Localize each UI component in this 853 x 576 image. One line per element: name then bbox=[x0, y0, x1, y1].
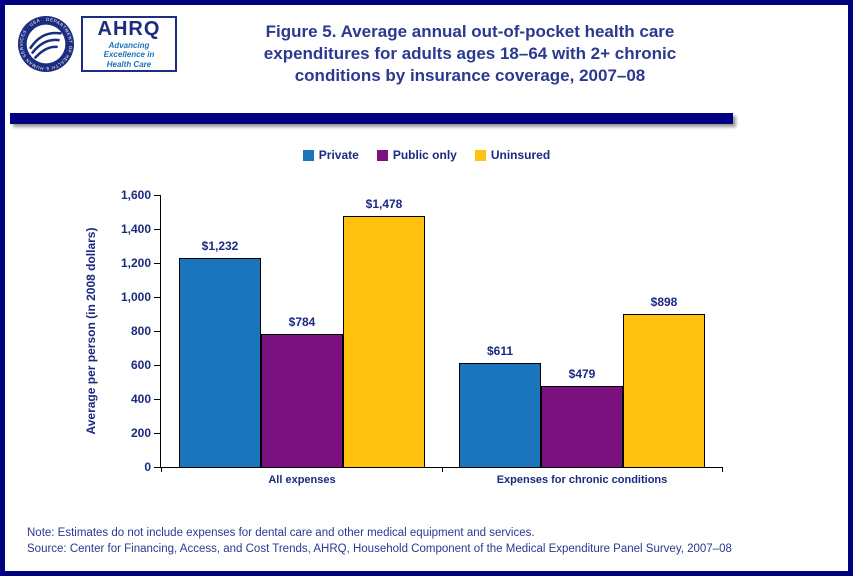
footer-note: Note: Estimates do not include expenses … bbox=[27, 527, 535, 539]
ahrq-tagline: Advancing Excellence in Health Care bbox=[103, 41, 155, 69]
x-tick bbox=[442, 467, 443, 472]
footer-source: Source: Center for Financing, Access, an… bbox=[27, 543, 732, 556]
y-tick bbox=[154, 194, 161, 196]
y-tick-label: 600 bbox=[130, 358, 151, 372]
bar-uninsured-all-expenses bbox=[343, 216, 425, 467]
bar-private-expenses-for-chronic-conditions bbox=[459, 363, 541, 467]
y-tick-label: 800 bbox=[130, 324, 151, 338]
legend-label-private: Private bbox=[318, 148, 359, 162]
legend-item-public-only: Public only bbox=[376, 148, 457, 162]
y-tick bbox=[154, 398, 161, 400]
y-tick bbox=[154, 262, 161, 264]
bar-value-label-uninsured-all-expenses: $1,478 bbox=[365, 197, 403, 211]
hhs-eagle-icon bbox=[29, 31, 62, 59]
header-divider-bar bbox=[10, 113, 733, 124]
y-tick-label: 1,600 bbox=[120, 188, 151, 202]
bar-value-label-uninsured-expenses-for-chronic-conditions: $898 bbox=[650, 295, 678, 309]
category-label-all-expenses: All expenses bbox=[268, 474, 336, 486]
plot-area: 0 200 400 600 800 1,000 1,200 1,400 1,600 $1,232 $… bbox=[121, 188, 723, 486]
legend-swatch-uninsured bbox=[474, 149, 486, 161]
y-tick-label: 1,400 bbox=[120, 222, 151, 236]
category-label-expenses-for-chronic-conditions: Expenses for chronic conditions bbox=[496, 474, 668, 486]
y-tick-label: 1,000 bbox=[120, 290, 151, 304]
y-tick bbox=[154, 466, 161, 468]
chart-legend: Private Public only Uninsured bbox=[5, 148, 848, 162]
hhs-seal-icon: DEPARTMENT OF HEALTH & HUMAN SERVICES · … bbox=[17, 15, 75, 73]
footer-notes: Note: Estimates do not include expenses … bbox=[27, 525, 732, 557]
bar-value-label-public-only-all-expenses: $784 bbox=[288, 315, 316, 329]
y-tick-label: 400 bbox=[130, 392, 151, 406]
legend-swatch-private bbox=[302, 149, 314, 161]
y-tick bbox=[154, 432, 161, 434]
ahrq-acronym: AHRQ bbox=[97, 18, 161, 41]
legend-item-uninsured: Uninsured bbox=[474, 148, 551, 162]
legend-swatch-public-only bbox=[376, 149, 388, 161]
bar-value-label-private-expenses-for-chronic-conditions: $611 bbox=[486, 344, 514, 358]
ahrq-logo: AHRQ Advancing Excellence in Health Care bbox=[81, 16, 177, 72]
bar-value-label-public-only-expenses-for-chronic-conditions: $479 bbox=[568, 367, 596, 381]
bar-uninsured-expenses-for-chronic-conditions bbox=[623, 314, 705, 467]
hhs-logo: DEPARTMENT OF HEALTH & HUMAN SERVICES · … bbox=[17, 15, 75, 73]
y-tick bbox=[154, 330, 161, 332]
bar-private-all-expenses bbox=[179, 258, 261, 467]
y-tick-label: 0 bbox=[144, 460, 151, 474]
legend-item-private: Private bbox=[302, 148, 359, 162]
legend-label-uninsured: Uninsured bbox=[490, 148, 551, 162]
y-tick bbox=[154, 296, 161, 298]
y-tick-label: 1,200 bbox=[120, 256, 151, 270]
x-tick bbox=[161, 467, 162, 472]
figure-title: Figure 5. Average annual out-of-pocket h… bbox=[263, 22, 677, 86]
bar-public-only-expenses-for-chronic-conditions bbox=[541, 386, 623, 467]
bar-public-only-all-expenses bbox=[261, 334, 343, 467]
y-tick bbox=[154, 228, 161, 230]
y-tick bbox=[154, 364, 161, 366]
legend-label-public-only: Public only bbox=[392, 148, 457, 162]
y-tick-label: 200 bbox=[130, 426, 151, 440]
bar-value-label-private-all-expenses: $1,232 bbox=[201, 239, 239, 253]
x-tick bbox=[722, 467, 723, 472]
y-axis-title: Average per person (in 2008 dollars) bbox=[84, 227, 98, 435]
